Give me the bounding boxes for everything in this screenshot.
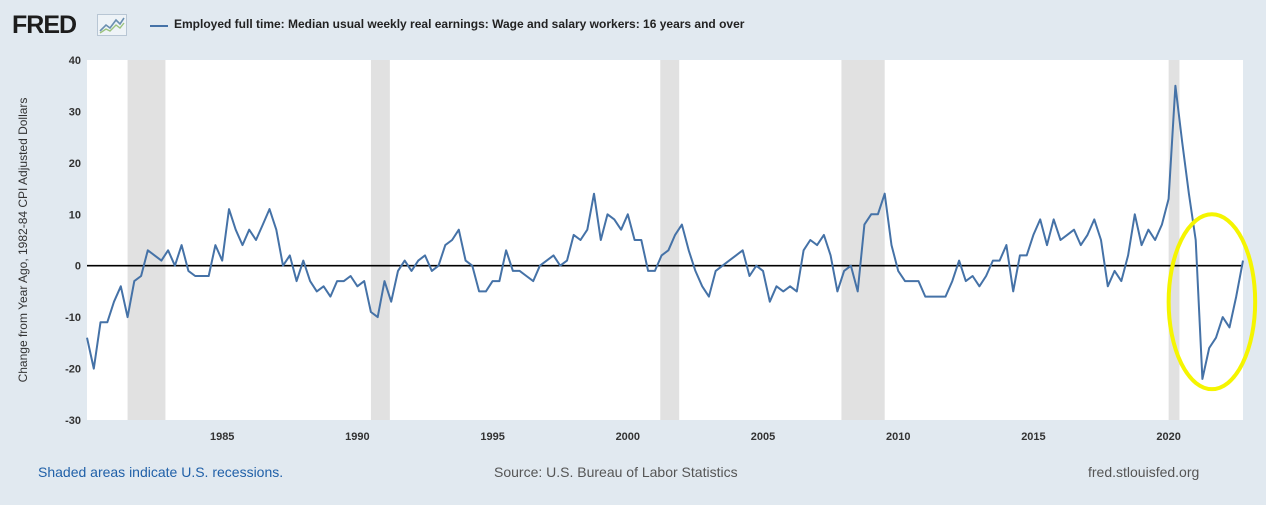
recession-note-link[interactable]: Shaded areas indicate U.S. recessions. — [38, 464, 284, 480]
y-tick-label: 20 — [69, 158, 81, 170]
x-axis-ticks: 1985 1990 1995 2000 2005 2010 2015 2020 — [210, 431, 1181, 443]
x-tick-label: 2010 — [886, 431, 910, 443]
y-tick-label: 30 — [69, 106, 81, 118]
recession-band — [127, 60, 166, 420]
x-tick-label: 2020 — [1156, 431, 1180, 443]
x-tick-label: 1985 — [210, 431, 234, 443]
y-tick-label: -20 — [65, 364, 81, 376]
recession-shading — [127, 60, 1180, 420]
x-tick-label: 1990 — [345, 431, 369, 443]
series-line — [86, 84, 1244, 380]
x-tick-label: 2000 — [616, 431, 640, 443]
x-tick-label: 2005 — [751, 431, 775, 443]
fred-logo-sparkline-icon — [97, 14, 127, 36]
y-tick-label: -10 — [65, 312, 81, 324]
series-title: Employed full time: Median usual weekly … — [174, 17, 745, 31]
source-text: Source: U.S. Bureau of Labor Statistics — [494, 464, 738, 480]
recession-band — [1168, 60, 1180, 420]
annotation-ellipse — [1166, 212, 1258, 392]
y-tick-label: 10 — [69, 209, 81, 221]
chart-header: FRED Employed full time: Median usual we… — [10, 10, 1250, 40]
recession-band — [660, 60, 680, 420]
y-tick-label: 40 — [69, 55, 81, 67]
y-tick-label: 0 — [75, 261, 81, 273]
y-axis-ticks: -30 -20 -10 0 10 20 30 40 — [65, 55, 81, 427]
site-link[interactable]: fred.stlouisfed.org — [1088, 464, 1200, 480]
y-axis-label: Change from Year Ago, 1982-84 CPI Adjust… — [16, 98, 30, 383]
chart-footer: Shaded areas indicate U.S. recessions. S… — [0, 464, 1266, 484]
y-tick-label: -30 — [65, 415, 81, 427]
fred-logo[interactable]: FRED — [12, 11, 77, 39]
recession-band — [370, 60, 390, 420]
legend-series-swatch — [150, 25, 168, 27]
x-tick-label: 2015 — [1021, 431, 1045, 443]
x-tick-label: 1995 — [480, 431, 504, 443]
